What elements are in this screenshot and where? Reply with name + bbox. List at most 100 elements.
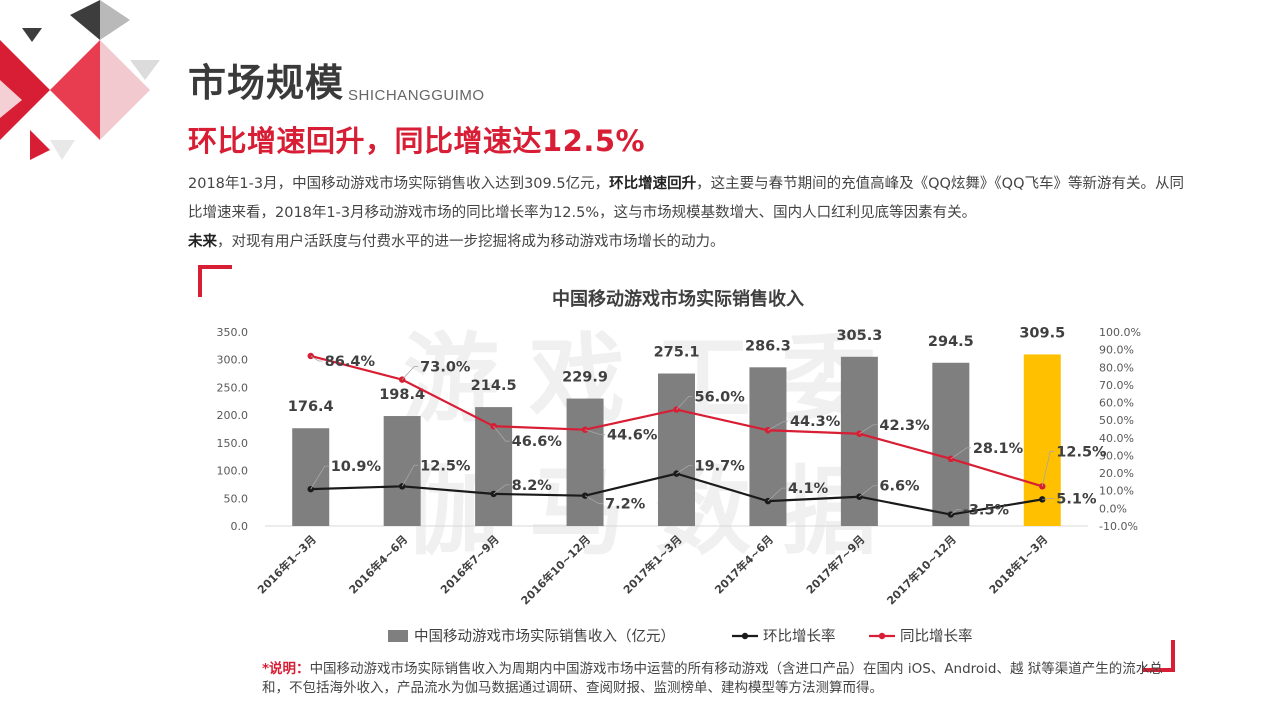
y-left-tick-label: 0.0 (231, 520, 249, 533)
qoq-leader-line (950, 509, 961, 515)
qoq-data-label: 4.1% (788, 481, 829, 497)
y-right-tick-label: 10.0% (1099, 485, 1134, 498)
yoy-data-label: 56.0% (695, 390, 746, 406)
footnote: *说明：中国移动游戏市场实际销售收入为周期内中国游戏市场中运营的所有移动游戏（含… (262, 660, 1182, 698)
revenue-bar-label: 309.5 (1019, 325, 1065, 341)
qoq-leader-line (676, 465, 693, 474)
page-heading: 市场规模 SHICHANGGUIMO (188, 52, 485, 105)
legend-revenue-swatch (388, 630, 408, 642)
y-right-tick-label: -10.0% (1099, 520, 1138, 533)
chart-title: 中国移动游戏市场实际销售收入 (552, 288, 804, 310)
revenue-bar-label: 286.3 (745, 338, 791, 354)
qoq-leader-line (310, 465, 329, 490)
qoq-leader-line (401, 464, 419, 487)
revenue-bar (658, 373, 695, 526)
qoq-data-label: 12.5% (420, 458, 471, 474)
footnote-text: 中国移动游戏市场实际销售收入为周期内中国游戏市场中运营的所有移动游戏（含进口产品… (262, 661, 1163, 696)
yoy-data-label: 28.1% (973, 441, 1024, 457)
x-tick-label: 2016年4~6月 (346, 532, 410, 596)
yoy-leader-line (676, 396, 693, 410)
yoy-data-label: 42.3% (879, 418, 930, 434)
yoy-leader-line (310, 355, 323, 362)
y-right-tick-label: 100.0% (1099, 326, 1141, 339)
legend-yoy-marker (878, 632, 886, 640)
corner-decoration (0, 0, 160, 160)
qoq-leader-line (767, 487, 786, 502)
qoq-leader-line (859, 485, 878, 498)
y-left-tick-label: 250.0 (217, 381, 249, 394)
revenue-bar-label: 198.4 (379, 387, 425, 403)
qoq-data-label: 7.2% (605, 497, 646, 513)
yoy-leader-line (767, 420, 788, 431)
yoy-data-label: 86.4% (325, 354, 376, 370)
y-left-tick-label: 300.0 (217, 354, 249, 367)
qoq-leader-line (584, 495, 604, 505)
revenue-bar (566, 398, 604, 526)
qoq-data-label: 10.9% (331, 459, 382, 475)
legend-yoy-label: 同比增长率 (900, 628, 973, 645)
yoy-point (307, 352, 314, 360)
desc-p2-bold: 未来 (188, 234, 217, 250)
revenue-bar (292, 428, 330, 526)
yoy-leader-line (584, 429, 606, 436)
y-right-tick-label: 20.0% (1099, 467, 1134, 480)
page-title: 市场规模 (188, 61, 345, 105)
desc-p1-bold: 环比增速回升 (609, 176, 697, 192)
qoq-data-label: 8.2% (512, 478, 553, 494)
y-right-tick-label: 70.0% (1099, 379, 1134, 392)
footnote-label: *说明： (262, 661, 310, 677)
legend-qoq-marker (741, 632, 749, 640)
bracket-bottom-right (1143, 640, 1175, 672)
x-tick-label: 2016年1~3月 (254, 532, 318, 596)
y-left-tick-label: 150.0 (217, 437, 249, 450)
y-right-tick-label: 30.0% (1099, 449, 1134, 462)
revenue-bar-label: 176.4 (288, 399, 334, 415)
qoq-point (398, 483, 406, 490)
yoy-data-label: 44.6% (607, 428, 658, 444)
page-subtitle: 环比增速回升，同比增速达12.5% (188, 124, 646, 158)
qoq-point (490, 490, 497, 498)
y-right-tick-label: 0.0% (1099, 502, 1127, 515)
revenue-bar-label: 294.5 (928, 334, 974, 350)
yoy-leader-line (493, 425, 510, 442)
yoy-data-label: 12.5% (1056, 444, 1107, 460)
x-tick-label: 2018年1~3月 (986, 532, 1050, 596)
desc-p1-a: 2018年1-3月，中国移动游戏市场实际销售收入达到309.5亿元， (188, 176, 610, 192)
yoy-leader-line (1041, 450, 1055, 487)
y-left-tick-label: 200.0 (217, 409, 249, 422)
description: 2018年1-3月，中国移动游戏市场实际销售收入达到309.5亿元，环比增速回升… (188, 170, 1188, 257)
y-right-tick-label: 90.0% (1099, 344, 1134, 357)
y-right-tick-label: 80.0% (1099, 361, 1134, 374)
y-left-tick-label: 350.0 (217, 326, 249, 339)
y-left-tick-label: 50.0 (224, 492, 249, 505)
yoy-data-label: 46.6% (512, 434, 563, 450)
desc-p1-b: ，这主要与春节期间的充值高峰及《QQ炫舞》《QQ飞车》等新游有关。从同比增速来看… (188, 176, 1184, 221)
qoq-data-label: 19.7% (695, 459, 746, 475)
yoy-data-label: 73.0% (420, 360, 471, 376)
qoq-leader-line (1042, 497, 1055, 500)
qoq-data-label: 5.1% (1056, 491, 1097, 507)
yoy-leader-line (859, 424, 878, 435)
page-title-pinyin: SHICHANGGUIMO (348, 87, 485, 104)
yoy-data-label: 44.3% (790, 414, 841, 430)
qoq-data-label: 6.6% (879, 479, 920, 495)
yoy-leader-line (950, 447, 971, 460)
qoq-data-label: -3.5% (963, 503, 1010, 519)
revenue-bar (932, 362, 970, 526)
legend-revenue-label: 中国移动游戏市场实际销售收入（亿元） (414, 628, 675, 645)
y-right-tick-label: 40.0% (1099, 432, 1134, 445)
qoq-leader-line (493, 484, 510, 495)
revenue-bar-label: 275.1 (654, 345, 700, 361)
revenue-bar (840, 356, 878, 526)
y-right-tick-label: 60.0% (1099, 397, 1134, 410)
revenue-bar-label: 229.9 (562, 370, 608, 386)
y-left-tick-label: 100.0 (217, 465, 249, 478)
legend-qoq-label: 环比增长率 (763, 628, 836, 645)
revenue-bar-label: 305.3 (836, 328, 882, 344)
y-right-tick-label: 50.0% (1099, 414, 1134, 427)
revenue-bar-label: 214.5 (471, 378, 517, 394)
bracket-top-left (198, 265, 232, 297)
revenue-bar (383, 416, 421, 526)
desc-p2-a: ，对现有用户活跃度与付费水平的进一步挖掘将成为移动游戏市场增长的动力。 (217, 234, 725, 250)
